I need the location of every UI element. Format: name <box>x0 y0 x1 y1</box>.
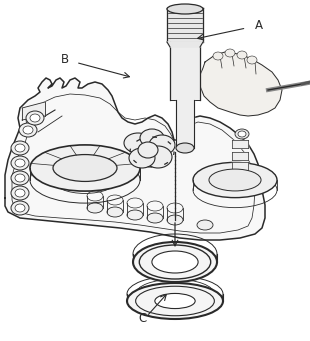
Ellipse shape <box>209 169 261 191</box>
Polygon shape <box>232 162 248 170</box>
Ellipse shape <box>213 52 223 60</box>
Ellipse shape <box>140 129 164 147</box>
Ellipse shape <box>129 148 155 168</box>
Ellipse shape <box>11 201 29 215</box>
Polygon shape <box>170 42 200 100</box>
Ellipse shape <box>238 131 246 137</box>
Ellipse shape <box>225 49 235 57</box>
Ellipse shape <box>53 154 117 181</box>
Ellipse shape <box>237 51 247 59</box>
Ellipse shape <box>11 171 29 185</box>
Text: C: C <box>139 312 147 325</box>
Ellipse shape <box>26 111 44 125</box>
Ellipse shape <box>193 162 277 198</box>
Polygon shape <box>167 8 203 42</box>
Polygon shape <box>167 42 203 47</box>
Text: A: A <box>255 19 263 32</box>
Ellipse shape <box>11 141 29 155</box>
Ellipse shape <box>11 186 29 200</box>
Ellipse shape <box>136 286 214 316</box>
Polygon shape <box>232 172 248 180</box>
Ellipse shape <box>138 142 158 158</box>
Ellipse shape <box>19 123 37 137</box>
Ellipse shape <box>124 133 152 153</box>
Ellipse shape <box>167 215 183 225</box>
Ellipse shape <box>144 146 172 168</box>
Ellipse shape <box>149 135 175 155</box>
Ellipse shape <box>23 126 33 134</box>
Ellipse shape <box>247 56 257 64</box>
Ellipse shape <box>167 4 203 14</box>
Ellipse shape <box>133 242 217 282</box>
Ellipse shape <box>139 245 211 279</box>
Ellipse shape <box>152 251 198 273</box>
Ellipse shape <box>176 143 194 153</box>
Ellipse shape <box>15 189 25 197</box>
Ellipse shape <box>30 114 40 122</box>
Ellipse shape <box>147 213 163 223</box>
Ellipse shape <box>15 174 25 182</box>
Ellipse shape <box>235 129 249 139</box>
Ellipse shape <box>155 294 195 309</box>
Ellipse shape <box>127 283 223 319</box>
Ellipse shape <box>15 204 25 212</box>
Polygon shape <box>5 78 265 240</box>
Ellipse shape <box>197 220 213 230</box>
Text: B: B <box>61 53 69 66</box>
Ellipse shape <box>30 145 140 191</box>
Polygon shape <box>232 152 248 160</box>
Ellipse shape <box>11 156 29 170</box>
Ellipse shape <box>107 207 123 217</box>
Ellipse shape <box>15 159 25 167</box>
Polygon shape <box>176 100 194 148</box>
Polygon shape <box>22 102 45 120</box>
Ellipse shape <box>87 203 103 213</box>
Polygon shape <box>200 52 282 116</box>
Ellipse shape <box>127 210 143 220</box>
Ellipse shape <box>15 144 25 152</box>
Polygon shape <box>232 140 248 148</box>
